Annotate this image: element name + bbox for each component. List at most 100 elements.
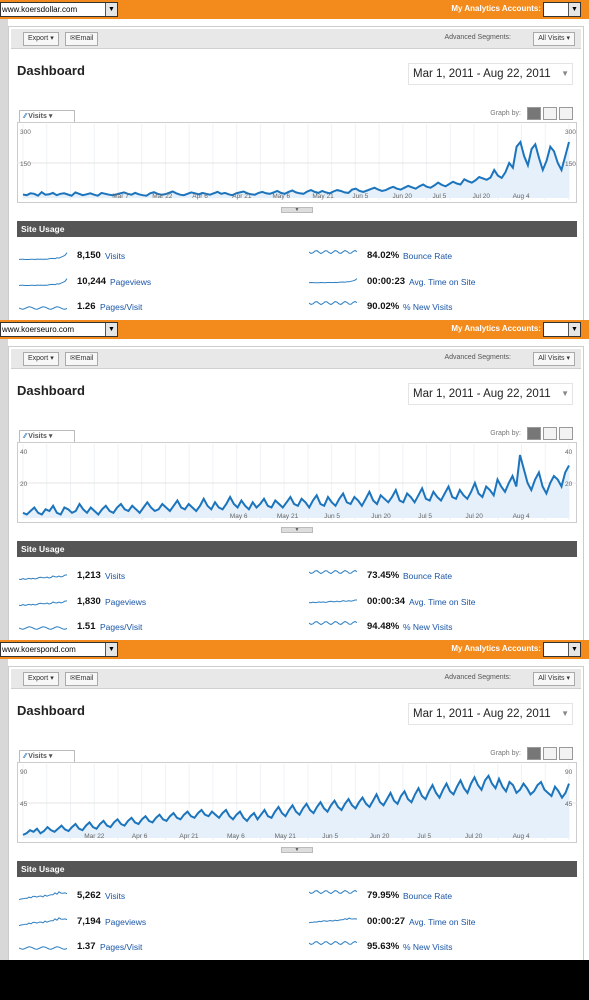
export-button[interactable]: Export ▾ bbox=[23, 672, 59, 686]
metric-selector-tab[interactable]: ⁄⁄ Visits ▾ bbox=[19, 430, 75, 443]
x-tick-label: Jun 5 bbox=[352, 193, 368, 200]
x-tick-label: Aug 4 bbox=[513, 833, 530, 840]
segments-select[interactable]: All Visits ▾ bbox=[533, 672, 575, 686]
date-range-picker[interactable]: Mar 1, 2011 - Aug 22, 2011 ▼ bbox=[408, 63, 573, 85]
chevron-down-icon: ▾ bbox=[50, 675, 54, 682]
collapse-handle[interactable]: ▼ bbox=[281, 207, 313, 213]
metric-bounce-rate: 73.45% Bounce Rate bbox=[309, 569, 579, 583]
metric-label-link[interactable]: Pageviews bbox=[105, 597, 147, 607]
graph-by-controls: Graph by: bbox=[473, 747, 573, 761]
chevron-down-icon: ▼ bbox=[561, 709, 569, 718]
metric-value: 95.63% bbox=[367, 941, 400, 952]
metric-selector-tab[interactable]: ⁄⁄ Visits ▾ bbox=[19, 750, 75, 763]
graph-by-week-button[interactable] bbox=[543, 107, 557, 120]
sparkline-icon bbox=[309, 569, 358, 575]
report-toolbar: Export ▾ ✉Email Advanced Segments: All V… bbox=[11, 349, 581, 369]
analytics-accounts-label: My Analytics Accounts: bbox=[451, 4, 541, 13]
metric-label-link[interactable]: % New Visits bbox=[403, 302, 453, 312]
account-topbar: www.koerspond.com ▼ My Analytics Account… bbox=[0, 640, 589, 659]
advanced-segments-label: Advanced Segments: bbox=[444, 354, 511, 361]
metric-label-link[interactable]: Pageviews bbox=[105, 917, 147, 927]
email-button[interactable]: ✉Email bbox=[65, 672, 99, 686]
graph-by-day-button[interactable] bbox=[527, 427, 541, 440]
metric-label-link[interactable]: Bounce Rate bbox=[403, 251, 453, 261]
sparkline-icon bbox=[19, 306, 68, 310]
chevron-down-icon: ▾ bbox=[48, 433, 53, 440]
site-select[interactable]: www.koerspond.com ▼ bbox=[0, 642, 118, 657]
analytics-accounts-label: My Analytics Accounts: bbox=[451, 324, 541, 333]
accounts-select[interactable]: ▼ bbox=[543, 2, 581, 17]
y-tick-label: 40 bbox=[565, 449, 573, 456]
metric-label-link[interactable]: Visits bbox=[105, 571, 126, 581]
dropdown-arrow-icon[interactable]: ▼ bbox=[568, 643, 580, 656]
email-label: Email bbox=[75, 355, 94, 362]
metric-label-link[interactable]: Pages/Visit bbox=[100, 302, 143, 312]
metric-label-link[interactable]: Bounce Rate bbox=[403, 891, 453, 901]
envelope-icon: ✉ bbox=[70, 355, 76, 362]
metric-label-link[interactable]: % New Visits bbox=[403, 622, 453, 632]
sparkline-icon bbox=[19, 252, 68, 261]
metric-value: 8,150 bbox=[77, 250, 101, 261]
metric-label-link[interactable]: % New Visits bbox=[403, 942, 453, 952]
date-range-value: Mar 1, 2011 - Aug 22, 2011 bbox=[413, 708, 551, 720]
y-tick-label: 20 bbox=[20, 481, 28, 488]
metric-bounce-rate: 79.95% Bounce Rate bbox=[309, 889, 579, 903]
x-tick-label: Jun 20 bbox=[371, 513, 391, 520]
metric-label-link[interactable]: Bounce Rate bbox=[403, 571, 453, 581]
envelope-icon: ✉ bbox=[70, 35, 76, 42]
accounts-select[interactable]: ▼ bbox=[543, 322, 581, 337]
metric-label-link[interactable]: Avg. Time on Site bbox=[409, 597, 476, 607]
dropdown-arrow-icon[interactable]: ▼ bbox=[105, 643, 117, 656]
chevron-down-icon: ▾ bbox=[50, 35, 54, 42]
date-range-picker[interactable]: Mar 1, 2011 - Aug 22, 2011 ▼ bbox=[408, 383, 573, 405]
metric-label-link[interactable]: Visits bbox=[105, 891, 126, 901]
metric-visits: 1,213 Visits bbox=[19, 569, 289, 583]
metric-label-link[interactable]: Visits bbox=[105, 251, 126, 261]
email-button[interactable]: ✉Email bbox=[65, 32, 99, 46]
x-tick-label: May 21 bbox=[277, 513, 299, 520]
date-range-picker[interactable]: Mar 1, 2011 - Aug 22, 2011 ▼ bbox=[408, 703, 573, 725]
metric-selector-label: Visits bbox=[28, 433, 47, 440]
segments-value: All Visits bbox=[538, 35, 565, 42]
metric-label-link[interactable]: Pages/Visit bbox=[100, 622, 143, 632]
left-gutter bbox=[0, 19, 8, 320]
export-button[interactable]: Export ▾ bbox=[23, 352, 59, 366]
graph-by-day-button[interactable] bbox=[527, 107, 541, 120]
metric-value: 1,830 bbox=[77, 596, 101, 607]
export-label: Export bbox=[28, 675, 49, 682]
dropdown-arrow-icon[interactable]: ▼ bbox=[105, 3, 117, 16]
analytics-accounts-label: My Analytics Accounts: bbox=[451, 644, 541, 653]
site-select[interactable]: www.koersdollar.com ▼ bbox=[0, 2, 118, 17]
metric-label-link[interactable]: Pages/Visit bbox=[100, 942, 143, 952]
graph-by-month-button[interactable] bbox=[559, 747, 573, 760]
graph-by-label: Graph by: bbox=[490, 110, 521, 117]
segments-select[interactable]: All Visits ▾ bbox=[533, 352, 575, 366]
metric-selector-tab[interactable]: ⁄⁄ Visits ▾ bbox=[19, 110, 75, 123]
metric-value: 7,194 bbox=[77, 916, 101, 927]
graph-by-month-button[interactable] bbox=[559, 427, 573, 440]
y-tick-label: 45 bbox=[565, 801, 573, 808]
metric-label-link[interactable]: Avg. Time on Site bbox=[409, 277, 476, 287]
graph-by-day-button[interactable] bbox=[527, 747, 541, 760]
chevron-down-icon: ▾ bbox=[48, 113, 53, 120]
accounts-select[interactable]: ▼ bbox=[543, 642, 581, 657]
collapse-handle[interactable]: ▼ bbox=[281, 847, 313, 853]
collapse-handle[interactable]: ▼ bbox=[281, 527, 313, 533]
metric-label-link[interactable]: Avg. Time on Site bbox=[409, 917, 476, 927]
graph-by-week-button[interactable] bbox=[543, 427, 557, 440]
dropdown-arrow-icon[interactable]: ▼ bbox=[568, 323, 580, 336]
graph-by-week-button[interactable] bbox=[543, 747, 557, 760]
x-tick-label: Jul 20 bbox=[473, 193, 491, 200]
metric-label-link[interactable]: Pageviews bbox=[110, 277, 152, 287]
dashboard-card: Export ▾ ✉Email Advanced Segments: All V… bbox=[8, 346, 584, 640]
dropdown-arrow-icon[interactable]: ▼ bbox=[105, 323, 117, 336]
site-select[interactable]: www.koerseuro.com ▼ bbox=[0, 322, 118, 337]
graph-by-month-button[interactable] bbox=[559, 107, 573, 120]
left-gutter bbox=[0, 339, 8, 640]
segments-select[interactable]: All Visits ▾ bbox=[533, 32, 575, 46]
dropdown-arrow-icon[interactable]: ▼ bbox=[568, 3, 580, 16]
visits-area bbox=[23, 775, 569, 838]
email-button[interactable]: ✉Email bbox=[65, 352, 99, 366]
report-toolbar: Export ▾ ✉Email Advanced Segments: All V… bbox=[11, 29, 581, 49]
export-button[interactable]: Export ▾ bbox=[23, 32, 59, 46]
